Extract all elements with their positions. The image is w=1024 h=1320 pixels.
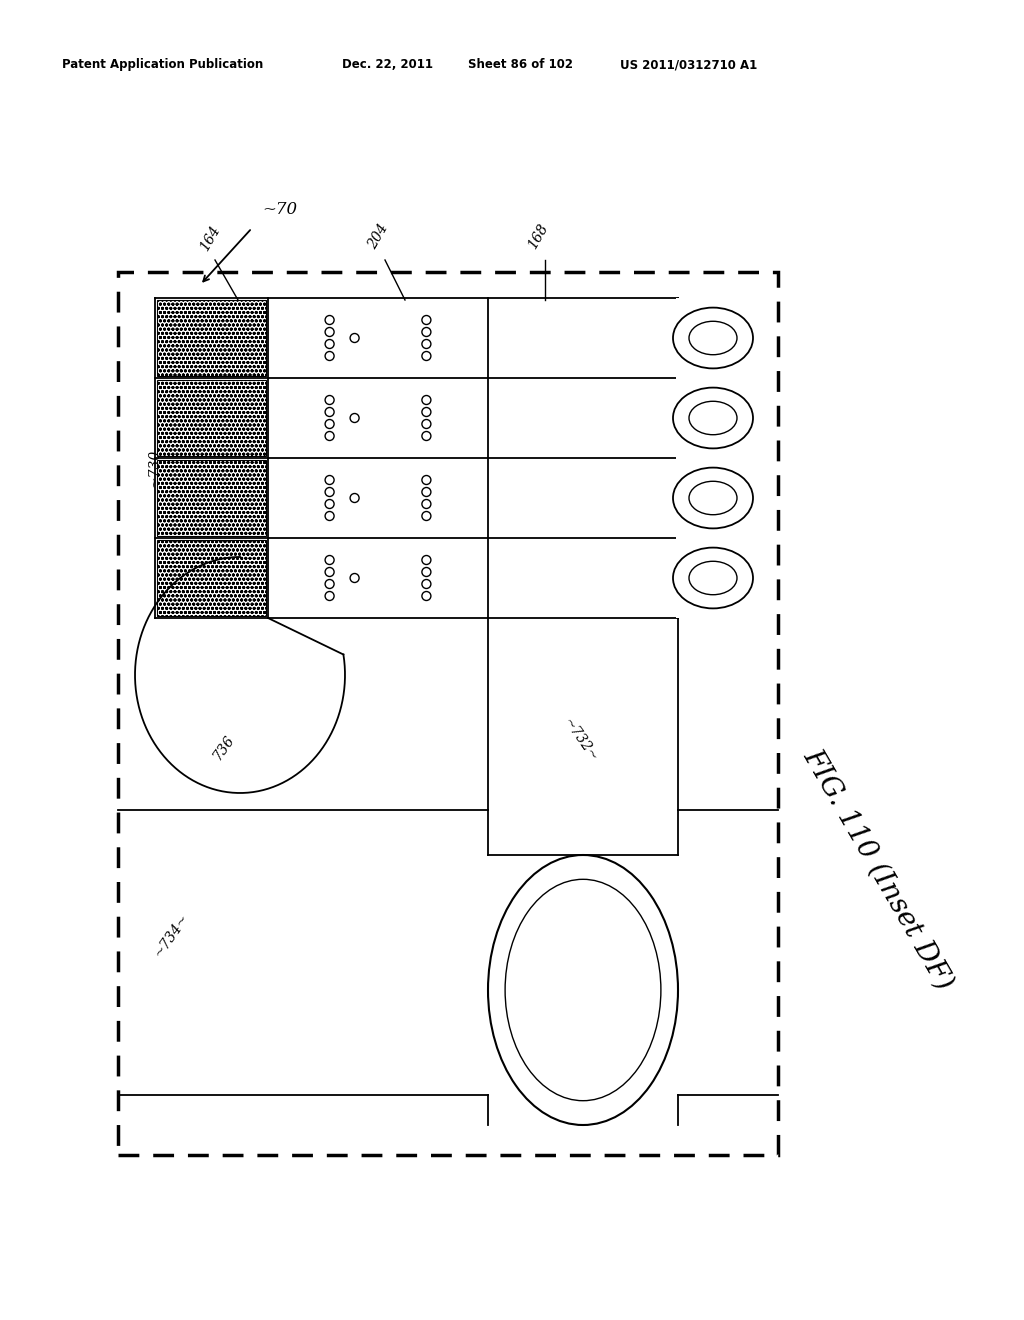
Text: ~730: ~730 [148,449,162,487]
Bar [676,539,766,618]
Text: FIG. 110 (Inset DF): FIG. 110 (Inset DF) [798,744,958,995]
Text: ~70: ~70 [262,201,297,218]
Text: Sheet 86 of 102: Sheet 86 of 102 [468,58,573,71]
Text: US 2011/0312710 A1: US 2011/0312710 A1 [620,58,758,71]
Text: ~734~: ~734~ [152,911,193,960]
Bar [157,380,266,455]
Bar [157,459,266,536]
Bar [676,458,766,539]
Text: ~732~: ~732~ [560,715,600,764]
Text: 204: 204 [366,222,391,252]
Bar [118,272,778,1155]
Text: 168: 168 [525,222,551,252]
Text: Patent Application Publication: Patent Application Publication [62,58,263,71]
Bar [676,378,766,458]
Text: 736: 736 [210,733,237,763]
Bar [157,300,266,376]
Bar [157,540,266,616]
Text: 164: 164 [198,223,222,253]
Text: Dec. 22, 2011: Dec. 22, 2011 [342,58,433,71]
Bar [676,298,766,378]
